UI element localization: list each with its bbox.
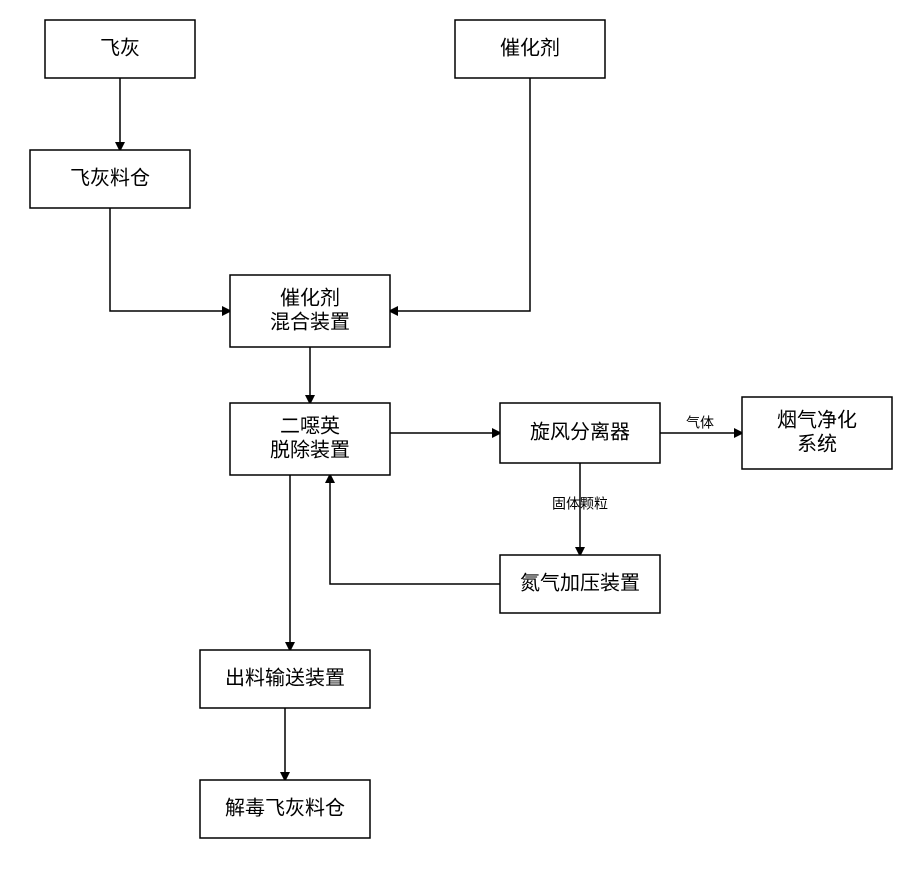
node-flyash_bin: 飞灰料仓 xyxy=(30,150,190,208)
edge-1 xyxy=(110,208,230,311)
node-label-mixer-1: 混合装置 xyxy=(270,310,350,333)
node-label-dioxin-0: 二噁英 xyxy=(280,414,340,437)
edge-label-6: 固体颗粒 xyxy=(552,496,608,512)
node-catalyst: 催化剂 xyxy=(455,20,605,78)
edge-label-5: 气体 xyxy=(686,415,714,431)
node-mixer: 催化剂混合装置 xyxy=(230,275,390,347)
node-label-fluegas-0: 烟气净化 xyxy=(777,408,857,431)
node-label-cyclone-0: 旋风分离器 xyxy=(530,420,630,443)
node-nitrogen: 氮气加压装置 xyxy=(500,555,660,613)
edge-2 xyxy=(390,78,530,311)
node-fluegas: 烟气净化系统 xyxy=(742,397,892,469)
node-flyash: 飞灰 xyxy=(45,20,195,78)
node-label-flyash-0: 飞灰 xyxy=(100,36,140,59)
node-detox_bin: 解毒飞灰料仓 xyxy=(200,780,370,838)
flowchart-canvas: 气体固体颗粒 飞灰催化剂飞灰料仓催化剂混合装置二噁英脱除装置旋风分离器烟气净化系… xyxy=(0,0,914,877)
node-label-mixer-0: 催化剂 xyxy=(280,286,340,309)
node-label-fluegas-1: 系统 xyxy=(797,432,837,455)
node-dioxin: 二噁英脱除装置 xyxy=(230,403,390,475)
nodes-layer: 飞灰催化剂飞灰料仓催化剂混合装置二噁英脱除装置旋风分离器烟气净化系统氮气加压装置… xyxy=(30,20,892,838)
node-label-catalyst-0: 催化剂 xyxy=(500,36,560,59)
node-label-flyash_bin-0: 飞灰料仓 xyxy=(70,166,150,189)
node-cyclone: 旋风分离器 xyxy=(500,403,660,463)
node-label-nitrogen-0: 氮气加压装置 xyxy=(520,571,640,594)
node-label-discharge-0: 出料输送装置 xyxy=(225,666,345,689)
node-label-detox_bin-0: 解毒飞灰料仓 xyxy=(225,796,345,819)
node-discharge: 出料输送装置 xyxy=(200,650,370,708)
edge-7 xyxy=(330,475,500,584)
node-label-dioxin-1: 脱除装置 xyxy=(270,438,350,461)
